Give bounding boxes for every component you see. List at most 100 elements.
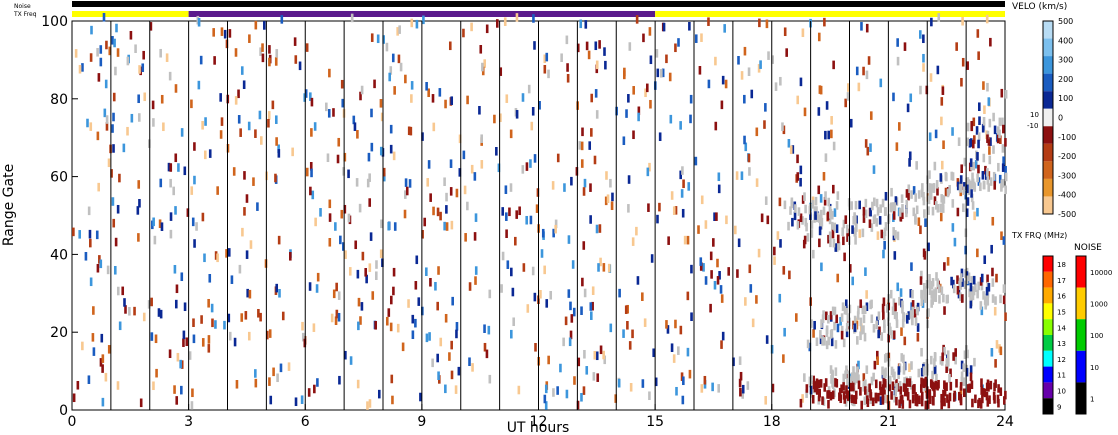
data-cell xyxy=(199,55,203,65)
data-cell xyxy=(623,70,626,80)
data-cell xyxy=(212,28,215,37)
data-cell xyxy=(216,186,219,195)
data-cell xyxy=(876,207,880,216)
data-cell xyxy=(128,307,131,316)
data-cell xyxy=(129,30,133,40)
data-cell xyxy=(825,101,829,110)
txfreq-swatch xyxy=(1043,366,1053,383)
data-cell xyxy=(737,238,741,248)
data-cell xyxy=(704,276,708,285)
data-cell xyxy=(989,37,992,47)
data-cell xyxy=(169,163,173,172)
data-cell xyxy=(529,159,532,168)
data-cell xyxy=(936,186,939,196)
data-cell xyxy=(392,286,395,296)
data-cell xyxy=(933,352,937,361)
data-cell xyxy=(940,357,944,366)
data-cell xyxy=(525,162,529,171)
noise-swatch xyxy=(1076,287,1086,320)
data-cell xyxy=(275,283,279,293)
data-cell xyxy=(946,188,950,198)
data-cell xyxy=(986,274,989,284)
txfreq-swatch xyxy=(1043,287,1053,304)
data-cell xyxy=(180,360,184,369)
data-cell xyxy=(409,126,413,136)
data-cell xyxy=(403,209,407,219)
data-cell xyxy=(309,162,313,171)
data-cell xyxy=(916,306,919,316)
data-cell xyxy=(817,379,821,389)
data-cell xyxy=(963,157,967,167)
data-cell xyxy=(89,277,93,287)
data-cell xyxy=(535,204,539,213)
data-cell xyxy=(826,390,829,399)
data-cell xyxy=(258,110,262,120)
data-cell xyxy=(997,384,1000,393)
data-cell xyxy=(392,267,396,277)
velocity-swatch xyxy=(1043,73,1053,92)
data-cell xyxy=(368,198,372,207)
data-cell xyxy=(543,265,546,275)
data-cell xyxy=(87,375,91,384)
data-cell xyxy=(256,202,259,211)
data-cell xyxy=(862,325,865,334)
data-cell xyxy=(980,273,984,283)
data-cell xyxy=(436,207,440,217)
data-cell xyxy=(888,375,892,385)
data-cell xyxy=(381,258,384,268)
data-cell xyxy=(422,15,425,25)
data-cell xyxy=(799,177,802,187)
data-cell xyxy=(822,206,826,216)
data-cell xyxy=(935,373,938,383)
data-cell xyxy=(911,300,915,309)
data-cell xyxy=(175,396,179,405)
data-cell xyxy=(922,53,925,63)
data-cell xyxy=(298,61,302,71)
data-cell xyxy=(268,329,272,338)
data-cell xyxy=(361,251,365,261)
data-cell xyxy=(845,385,848,394)
data-cell xyxy=(637,112,640,122)
txfreq-segment xyxy=(72,11,189,17)
data-cell xyxy=(956,285,960,295)
data-cell xyxy=(683,235,687,245)
data-cell xyxy=(293,37,297,46)
data-cell xyxy=(488,289,492,299)
data-cell xyxy=(204,117,207,126)
data-cell xyxy=(992,112,995,122)
data-cell xyxy=(905,315,909,324)
velocity-colorbar-swatches: 5004003002001000-100-200-300-400-50010-1… xyxy=(1027,17,1076,219)
data-cell xyxy=(879,204,882,213)
data-cell xyxy=(948,373,951,383)
data-cell xyxy=(225,249,228,258)
data-cell xyxy=(609,178,612,188)
data-cell xyxy=(152,118,155,127)
data-cell xyxy=(449,159,453,168)
data-cell xyxy=(105,40,108,50)
data-cell xyxy=(151,100,155,110)
data-cell xyxy=(203,150,207,160)
data-cell xyxy=(969,180,973,190)
data-cell xyxy=(514,236,517,246)
data-cell xyxy=(539,290,542,299)
data-cell xyxy=(962,186,966,196)
data-cell xyxy=(831,210,834,220)
data-cell xyxy=(803,107,807,117)
data-cell xyxy=(898,296,901,306)
data-cell xyxy=(193,239,196,248)
data-cell xyxy=(950,171,954,181)
data-cell xyxy=(180,128,184,137)
data-cell xyxy=(591,301,594,311)
data-cell xyxy=(105,115,109,124)
data-cell xyxy=(585,41,589,51)
data-cell xyxy=(254,129,257,138)
txfreq-tick-label: 14 xyxy=(1057,324,1066,332)
data-cell xyxy=(982,153,986,163)
data-cell xyxy=(415,255,419,265)
data-cell xyxy=(933,161,937,171)
data-cell xyxy=(192,318,195,327)
data-cell xyxy=(925,378,928,388)
data-cell xyxy=(939,203,942,213)
data-cell xyxy=(913,309,917,318)
data-cell xyxy=(989,177,993,186)
